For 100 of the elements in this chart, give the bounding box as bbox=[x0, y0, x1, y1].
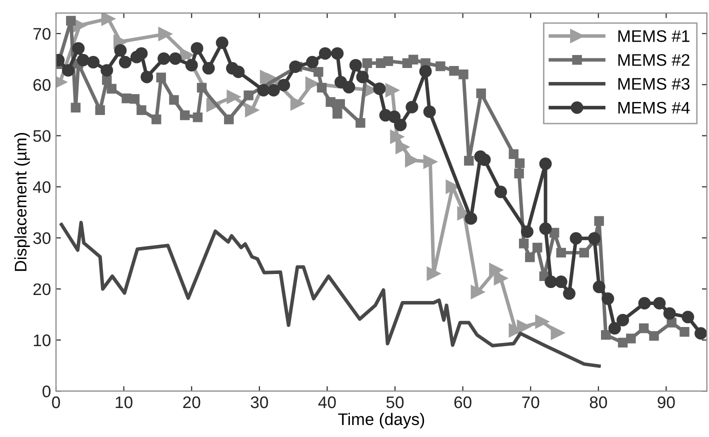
point bbox=[608, 322, 621, 335]
point bbox=[408, 54, 418, 64]
point bbox=[349, 58, 362, 72]
legend-label: MEMS #3 bbox=[618, 78, 690, 90]
point bbox=[290, 96, 304, 110]
point bbox=[202, 62, 215, 75]
point bbox=[470, 285, 485, 299]
y-tick-label: 40 bbox=[32, 181, 50, 193]
x-tick-label: 40 bbox=[318, 396, 336, 408]
point bbox=[335, 99, 345, 109]
point bbox=[592, 280, 606, 294]
y-tick-label: 60 bbox=[33, 79, 50, 91]
point bbox=[196, 82, 207, 93]
point bbox=[169, 95, 179, 105]
point bbox=[653, 297, 666, 310]
y-tick-label: 70 bbox=[33, 28, 50, 40]
point bbox=[532, 242, 542, 252]
point bbox=[190, 42, 204, 55]
point bbox=[594, 216, 604, 226]
point bbox=[694, 327, 707, 340]
line-series bbox=[60, 220, 601, 368]
point bbox=[232, 66, 245, 78]
point bbox=[101, 13, 116, 26]
point bbox=[158, 27, 172, 41]
point bbox=[602, 292, 614, 305]
point bbox=[278, 78, 290, 92]
point bbox=[383, 56, 394, 66]
point bbox=[419, 65, 432, 78]
x-tick-label: 90 bbox=[658, 396, 675, 408]
point bbox=[539, 222, 552, 235]
point bbox=[151, 114, 162, 124]
point bbox=[394, 118, 407, 132]
point bbox=[405, 153, 419, 168]
point bbox=[95, 105, 105, 116]
point bbox=[356, 118, 366, 128]
point bbox=[113, 34, 128, 49]
x-tick-label: 30 bbox=[250, 396, 268, 408]
point bbox=[224, 114, 234, 124]
point bbox=[385, 83, 400, 98]
point bbox=[106, 84, 116, 94]
point bbox=[579, 248, 590, 258]
point bbox=[362, 58, 372, 68]
legend-label: MEMS #1 bbox=[618, 30, 690, 42]
point bbox=[130, 94, 140, 104]
point bbox=[70, 102, 81, 112]
x-tick-label: 0 bbox=[52, 396, 60, 408]
point bbox=[626, 334, 636, 344]
point bbox=[396, 140, 410, 154]
point bbox=[423, 105, 436, 118]
point bbox=[192, 112, 203, 122]
point bbox=[332, 108, 342, 119]
point bbox=[550, 326, 565, 340]
point bbox=[539, 158, 552, 170]
point bbox=[331, 47, 344, 60]
point bbox=[289, 60, 302, 73]
point bbox=[476, 88, 486, 98]
point bbox=[390, 130, 404, 144]
point bbox=[76, 54, 90, 66]
point bbox=[100, 64, 114, 77]
point bbox=[216, 36, 228, 49]
point bbox=[423, 154, 438, 169]
point bbox=[156, 72, 166, 82]
x-tick-label: 50 bbox=[386, 396, 404, 408]
point bbox=[494, 186, 508, 198]
legend-label: MEMS #2 bbox=[618, 54, 690, 66]
point bbox=[514, 168, 524, 178]
point bbox=[514, 158, 525, 168]
point bbox=[638, 323, 649, 334]
point bbox=[449, 66, 459, 76]
point bbox=[663, 307, 676, 320]
point bbox=[406, 100, 418, 114]
point bbox=[318, 47, 332, 60]
x-axis-title: Time (days) bbox=[338, 412, 424, 428]
legend-label: MEMS #4 bbox=[618, 102, 690, 114]
point bbox=[342, 80, 356, 94]
point bbox=[570, 232, 582, 245]
point bbox=[135, 47, 148, 60]
point bbox=[257, 84, 270, 96]
point bbox=[140, 70, 154, 84]
point bbox=[306, 56, 319, 68]
point bbox=[114, 44, 127, 57]
point bbox=[226, 90, 241, 104]
y-axis-title: Displacement (µm) bbox=[14, 133, 30, 271]
point bbox=[544, 276, 558, 288]
y-tick-label: 20 bbox=[33, 283, 50, 296]
point bbox=[616, 314, 630, 326]
point bbox=[556, 248, 566, 258]
point bbox=[508, 149, 519, 159]
y-tick-label: 30 bbox=[33, 232, 50, 244]
point bbox=[316, 82, 327, 93]
point bbox=[600, 330, 611, 340]
point bbox=[118, 56, 132, 68]
point bbox=[489, 263, 503, 277]
point bbox=[649, 331, 659, 341]
point bbox=[72, 42, 85, 55]
point bbox=[458, 70, 468, 80]
point bbox=[180, 110, 190, 120]
point bbox=[244, 90, 254, 100]
point bbox=[388, 110, 401, 124]
point bbox=[326, 97, 336, 107]
